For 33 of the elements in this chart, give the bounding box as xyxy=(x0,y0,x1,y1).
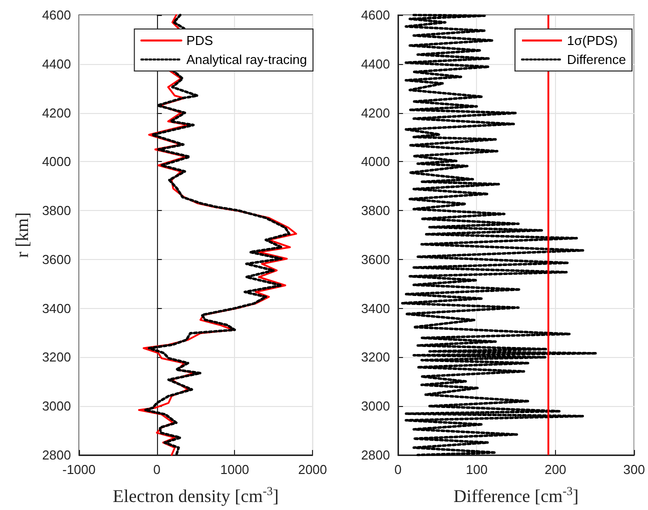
y-tick-label: 4400 xyxy=(361,56,390,72)
y-tick-label: 2800 xyxy=(42,448,71,462)
y-tick-label: 4000 xyxy=(42,154,71,170)
y-tick-label: 4600 xyxy=(361,8,390,22)
ref-line-label: 1σ(PDS) xyxy=(566,33,618,48)
x-tick-label: 1000 xyxy=(220,462,250,477)
y-tick-label: 3200 xyxy=(42,350,71,365)
y-tick-label: 4600 xyxy=(42,8,71,22)
y-tick-label: 3600 xyxy=(42,252,71,267)
y-tick-label: 3400 xyxy=(42,300,71,316)
legend-label: Difference xyxy=(566,52,626,67)
x-tick-label: 2000 xyxy=(298,462,327,477)
y-tick-label: 3000 xyxy=(361,398,390,414)
y-tick-label: 3600 xyxy=(361,252,390,267)
y-tick-label: 4200 xyxy=(361,105,390,120)
x-tick-label: 200 xyxy=(544,462,566,477)
y-tick-label: 3800 xyxy=(361,203,390,218)
y-axis-title: r [km] xyxy=(12,212,32,258)
x-tick-label: 0 xyxy=(394,462,402,477)
legend-label: Analytical ray-tracing xyxy=(186,52,307,67)
y-tick-label: 4200 xyxy=(42,105,71,120)
y-tick-label: 3400 xyxy=(361,300,390,316)
y-tick-label: 4000 xyxy=(361,154,390,170)
x-tick-label: 300 xyxy=(623,462,646,477)
y-tick-label: 3000 xyxy=(42,398,71,414)
x-tick-label: 100 xyxy=(466,462,488,477)
y-tick-label: 3800 xyxy=(42,203,71,218)
y-tick-label: 2800 xyxy=(361,448,390,462)
x-tick-label: -1000 xyxy=(62,462,96,477)
y-tick-label: 4400 xyxy=(42,56,71,72)
legend-label: PDS xyxy=(186,33,214,48)
y-tick-label: 3200 xyxy=(361,350,390,365)
x-tick-label: 0 xyxy=(153,462,160,477)
